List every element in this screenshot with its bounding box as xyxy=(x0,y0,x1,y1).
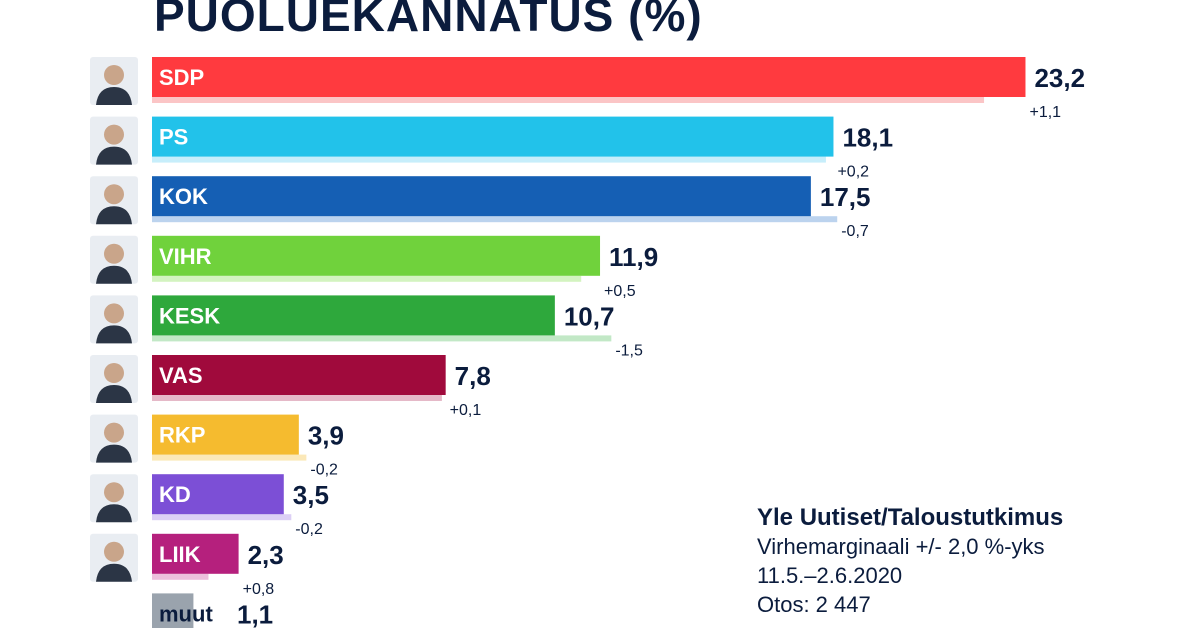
bar-category-label: SDP xyxy=(159,65,204,90)
previous-bar xyxy=(152,454,307,461)
bar-category-label: VAS xyxy=(159,363,203,388)
bar xyxy=(152,176,811,217)
bar-value-label: 1,1 xyxy=(237,599,273,628)
bar-value-label: 7,8 xyxy=(455,361,491,391)
bar xyxy=(152,235,601,276)
bar-value-label: 11,9 xyxy=(609,242,658,272)
bar xyxy=(152,474,284,515)
bar-change-label: +0,1 xyxy=(450,402,482,419)
avatar-head xyxy=(104,184,124,205)
sample-size: Otos: 2 447 xyxy=(757,592,871,617)
bar-category-label: LIIK xyxy=(159,542,201,567)
avatar-body xyxy=(96,206,132,225)
avatar-head xyxy=(104,124,124,145)
bar-change-label: +0,8 xyxy=(243,581,275,598)
bar xyxy=(152,57,1026,97)
avatar-head xyxy=(104,541,124,562)
previous-bar xyxy=(152,156,826,163)
bar-change-label: -0,2 xyxy=(295,521,323,538)
bar xyxy=(152,116,834,157)
bar xyxy=(152,355,446,395)
margin-of-error: Virhemarginaali +/- 2,0 %-yks xyxy=(757,534,1045,559)
bar xyxy=(152,533,239,574)
chart-title: PUOLUEKANNATUS (%) xyxy=(154,0,703,41)
avatar-head xyxy=(104,243,124,264)
avatar-body xyxy=(96,563,132,582)
bar-category-label: PS xyxy=(159,125,188,150)
bar-value-label: 23,2 xyxy=(1034,63,1085,93)
previous-bar xyxy=(152,97,985,103)
bar-change-label: +0,5 xyxy=(604,283,636,300)
bar-change-label: -0,7 xyxy=(841,223,869,240)
bar-change-label: -0,2 xyxy=(310,462,338,479)
bar-change-label: -1,5 xyxy=(615,342,643,359)
bar-value-label: 3,5 xyxy=(293,480,329,510)
bar-change-label: +0,2 xyxy=(837,164,869,181)
previous-bar xyxy=(152,335,612,342)
bar xyxy=(152,593,194,628)
bar-value-label: 17,5 xyxy=(820,182,871,212)
source-title: Yle Uutiset/Taloustutkimus xyxy=(757,504,1064,531)
previous-bar xyxy=(152,395,442,401)
avatar-body xyxy=(96,265,132,284)
bar xyxy=(152,295,555,336)
bar-category-label: KD xyxy=(159,482,191,507)
avatar-body xyxy=(96,146,132,165)
avatar-head xyxy=(104,65,124,85)
bar-category-label: KESK xyxy=(159,303,220,328)
survey-period: 11.5.–2.6.2020 xyxy=(757,563,903,588)
bar-change-label: +1,1 xyxy=(1029,104,1061,121)
previous-bar xyxy=(152,514,292,521)
avatar-head xyxy=(104,482,124,503)
avatar-body xyxy=(96,325,132,344)
bar-category-label: RKP xyxy=(159,423,205,448)
avatar-body xyxy=(96,444,132,463)
bar-value-label: 3,9 xyxy=(308,421,344,451)
avatar-body xyxy=(96,504,132,523)
bar-category-label: VIHR xyxy=(159,244,212,269)
bar-value-label: 10,7 xyxy=(564,301,615,331)
bar-value-label: 18,1 xyxy=(842,123,893,153)
source-info: Yle Uutiset/Taloustutkimus Virhemarginaa… xyxy=(757,503,1063,619)
avatar-body xyxy=(96,87,132,105)
bar-value-label: 2,3 xyxy=(248,540,284,570)
previous-bar xyxy=(152,275,582,282)
previous-bar xyxy=(152,216,838,223)
previous-bar xyxy=(152,573,209,580)
avatar-head xyxy=(104,363,124,383)
avatar-head xyxy=(104,303,124,324)
avatar-body xyxy=(96,385,132,403)
avatar-head xyxy=(104,422,124,443)
bar-category-label: muut xyxy=(159,601,213,626)
bar-category-label: KOK xyxy=(159,184,208,209)
bar xyxy=(152,414,299,455)
